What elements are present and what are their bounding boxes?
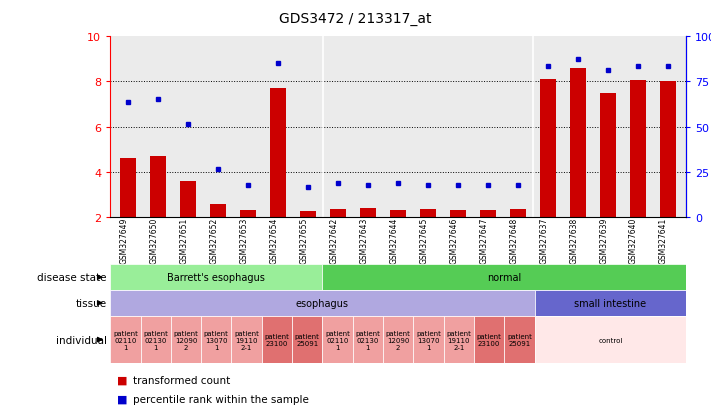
Text: GSM327650: GSM327650	[149, 217, 158, 263]
Text: GSM327652: GSM327652	[209, 217, 218, 263]
Text: disease state: disease state	[37, 273, 107, 282]
Text: small intestine: small intestine	[574, 298, 646, 308]
Bar	[330, 209, 346, 217]
Bar	[630, 81, 646, 217]
Bar	[300, 211, 316, 217]
Text: Barrett's esophagus: Barrett's esophagus	[167, 273, 265, 282]
Bar	[292, 316, 322, 363]
Text: GSM327653: GSM327653	[239, 217, 248, 263]
Text: patient
25091: patient 25091	[507, 333, 532, 346]
Text: patient
02110
1: patient 02110 1	[113, 330, 138, 350]
Text: GSM327647: GSM327647	[479, 217, 488, 263]
Bar	[110, 290, 535, 316]
Text: GSM327646: GSM327646	[449, 217, 458, 263]
Bar	[322, 316, 353, 363]
Text: tissue: tissue	[75, 298, 107, 308]
Text: control: control	[598, 337, 623, 343]
Bar	[150, 157, 166, 217]
Text: patient
12090
2: patient 12090 2	[386, 330, 410, 350]
Bar	[110, 316, 141, 363]
Bar	[141, 316, 171, 363]
Text: GSM327648: GSM327648	[509, 217, 518, 263]
Bar	[322, 265, 686, 290]
Text: GSM327641: GSM327641	[659, 217, 668, 263]
Text: ■: ■	[117, 375, 128, 385]
Bar	[210, 205, 226, 217]
Text: GSM327638: GSM327638	[569, 217, 578, 263]
Text: percentile rank within the sample: percentile rank within the sample	[133, 394, 309, 404]
Bar	[270, 89, 287, 217]
Text: patient
13070
1: patient 13070 1	[416, 330, 441, 350]
Bar	[480, 211, 496, 217]
Text: normal: normal	[487, 273, 521, 282]
Bar	[232, 316, 262, 363]
Text: GSM327643: GSM327643	[359, 217, 368, 263]
Text: GSM327639: GSM327639	[599, 217, 608, 263]
Bar	[120, 159, 137, 217]
Text: patient
02130
1: patient 02130 1	[143, 330, 168, 350]
Text: transformed count: transformed count	[133, 375, 230, 385]
Bar	[110, 265, 322, 290]
Text: patient
23100: patient 23100	[476, 333, 501, 346]
Text: ■: ■	[117, 394, 128, 404]
Text: patient
02110
1: patient 02110 1	[325, 330, 350, 350]
Text: patient
19110
2-1: patient 19110 2-1	[447, 330, 471, 350]
Bar	[660, 82, 676, 217]
Text: patient
25091: patient 25091	[295, 333, 320, 346]
Bar	[360, 208, 376, 217]
Text: GSM327655: GSM327655	[299, 217, 308, 263]
Text: GSM327640: GSM327640	[629, 217, 638, 263]
Text: patient
19110
2-1: patient 19110 2-1	[234, 330, 259, 350]
Text: GSM327644: GSM327644	[389, 217, 398, 263]
Bar	[413, 316, 444, 363]
Bar	[510, 209, 526, 217]
Text: patient
13070
1: patient 13070 1	[204, 330, 229, 350]
Bar	[474, 316, 504, 363]
Bar	[240, 211, 257, 217]
Text: GSM327651: GSM327651	[179, 217, 188, 263]
Text: esophagus: esophagus	[296, 298, 349, 308]
Bar	[262, 316, 292, 363]
Text: GSM327649: GSM327649	[119, 217, 128, 263]
Bar	[504, 316, 535, 363]
Bar	[450, 211, 466, 217]
Text: GSM327642: GSM327642	[329, 217, 338, 263]
Bar	[390, 211, 407, 217]
Bar	[353, 316, 383, 363]
Bar	[420, 209, 437, 217]
Bar	[570, 69, 587, 217]
Text: GSM327645: GSM327645	[419, 217, 428, 263]
Text: patient
02130
1: patient 02130 1	[356, 330, 380, 350]
Bar	[600, 93, 616, 217]
Bar	[171, 316, 201, 363]
Text: individual: individual	[55, 335, 107, 345]
Bar	[540, 80, 557, 217]
Text: GSM327654: GSM327654	[269, 217, 278, 263]
Bar	[201, 316, 232, 363]
Text: patient
12090
2: patient 12090 2	[173, 330, 198, 350]
Bar	[383, 316, 413, 363]
Text: GDS3472 / 213317_at: GDS3472 / 213317_at	[279, 12, 432, 26]
Bar	[535, 290, 686, 316]
Text: patient
23100: patient 23100	[264, 333, 289, 346]
Bar	[444, 316, 474, 363]
Bar	[180, 181, 196, 217]
Text: GSM327637: GSM327637	[539, 217, 548, 263]
Bar	[535, 316, 686, 363]
